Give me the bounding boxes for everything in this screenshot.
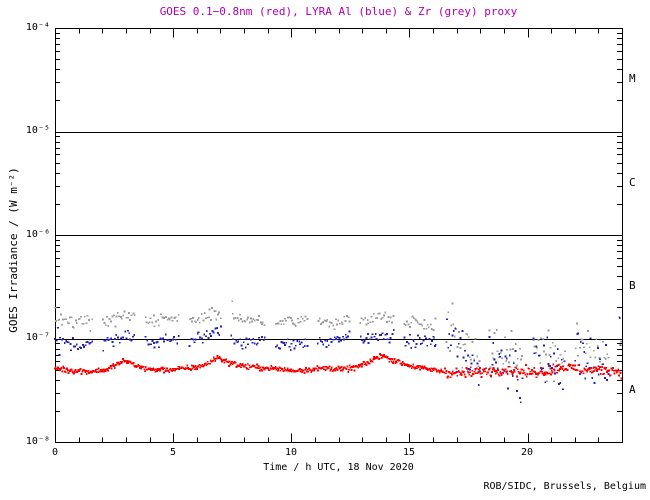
x-tick-label-15: 15 (402, 447, 416, 458)
y-axis-label: GOES Irradiance / (W m⁻²) (7, 167, 20, 333)
flare-class-label-b: B (629, 279, 636, 292)
chart-title: GOES 0.1−0.8nm (red), LYRA Al (blue) & Z… (159, 5, 518, 18)
x-tick-label-5: 5 (169, 447, 177, 458)
flare-class-label-m: M (629, 72, 636, 85)
y-tick-label-1e-7: 10⁻⁷ (25, 332, 50, 343)
flare-class-label-a: A (629, 383, 636, 396)
x-tick-label-10: 10 (284, 447, 298, 458)
y-tick-label-1e-6: 10⁻⁶ (25, 229, 50, 240)
x-axis-label: Time / h UTC, 18 Nov 2020 (263, 462, 414, 473)
y-tick-label-1e-5: 10⁻⁵ (25, 125, 50, 136)
credit-text: ROB/SIDC, Brussels, Belgium (483, 481, 646, 492)
flare-class-label-c: C (629, 176, 636, 189)
y-tick-label-1e-8: 10⁻⁸ (25, 436, 50, 447)
x-tick-label-0: 0 (51, 447, 59, 458)
y-tick-label-1e-4: 10⁻⁴ (25, 22, 50, 33)
x-tick-label-20: 20 (520, 447, 534, 458)
